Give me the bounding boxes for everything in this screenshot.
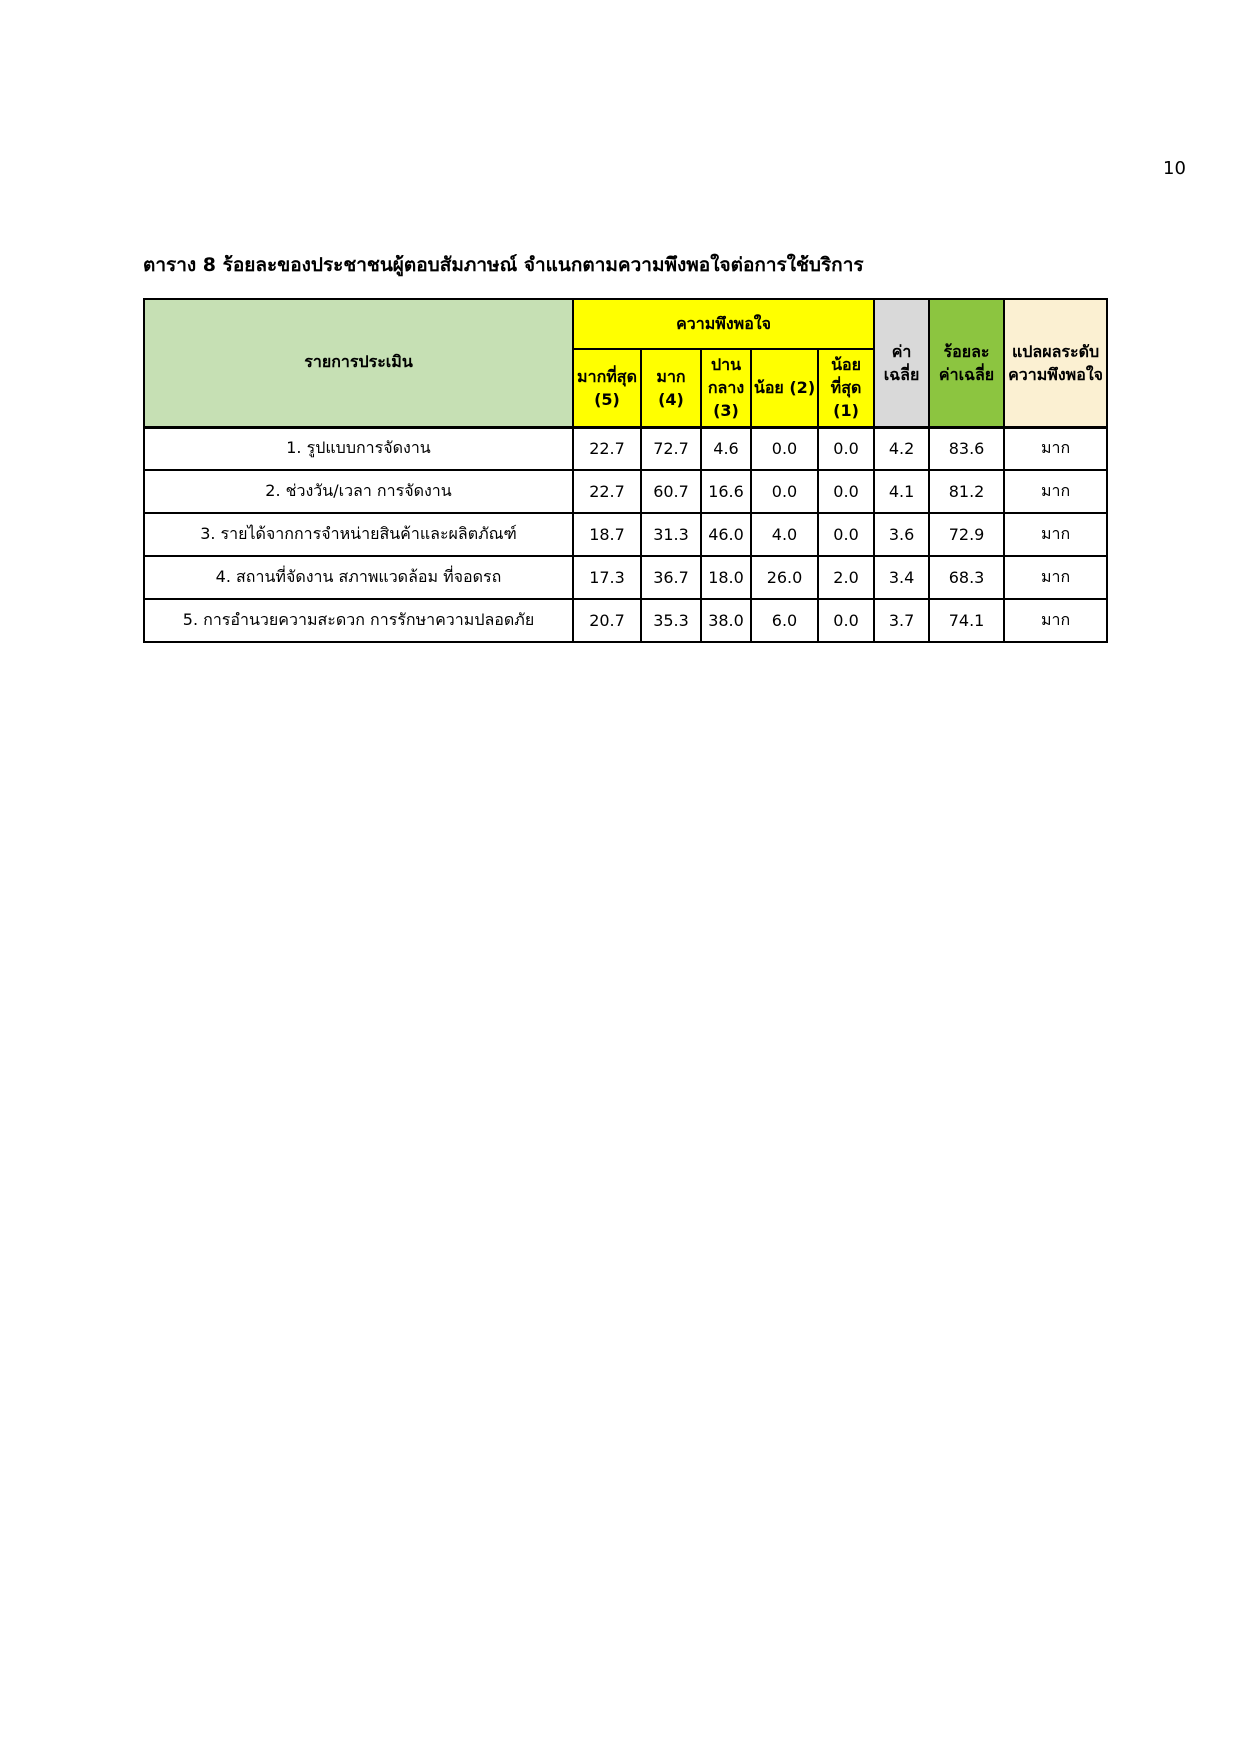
header-little-2: น้อย (2) xyxy=(750,348,819,429)
value-little: 0.0 xyxy=(750,426,819,471)
value-percent-average: 68.3 xyxy=(928,555,1006,600)
value-moderate: 38.0 xyxy=(700,598,752,643)
value-most: 22.7 xyxy=(572,426,642,471)
value-most: 22.7 xyxy=(572,469,642,514)
value-little: 0.0 xyxy=(750,469,819,514)
row-item-label: 1. รูปแบบการจัดงาน xyxy=(143,426,574,471)
value-percent-average: 74.1 xyxy=(928,598,1006,643)
value-average: 3.7 xyxy=(873,598,931,643)
header-interpretation: แปลผลระดับ ความพึงพอใจ xyxy=(1003,298,1109,429)
value-moderate: 16.6 xyxy=(700,469,752,514)
value-percent-average: 83.6 xyxy=(928,426,1006,471)
satisfaction-table: รายการประเมิน ความพึงพอใจ ค่าเฉลี่ย ร้อย… xyxy=(143,298,1109,643)
value-moderate: 46.0 xyxy=(700,512,752,557)
row-item-label: 2. ช่วงวัน/เวลา การจัดงาน xyxy=(143,469,574,514)
header-much-4: มาก (4) xyxy=(640,348,702,429)
row-item-label: 4. สถานที่จัดงาน สภาพแวดล้อม ที่จอดรถ xyxy=(143,555,574,600)
table-row: 4. สถานที่จัดงาน สภาพแวดล้อม ที่จอดรถ 17… xyxy=(143,555,1109,600)
row-item-label: 3. รายได้จากการจำหน่ายสินค้าและผลิตภัณฑ์ xyxy=(143,512,574,557)
table-caption: ตาราง 8 ร้อยละของประชาชนผู้ตอบสัมภาษณ์ จ… xyxy=(143,254,864,276)
table-row: 5. การอำนวยความสะดวก การรักษาความปลอดภัย… xyxy=(143,598,1109,643)
value-much: 36.7 xyxy=(640,555,702,600)
header-most-5: มากที่สุด (5) xyxy=(572,348,642,429)
header-average: ค่าเฉลี่ย xyxy=(873,298,931,429)
table-row: 1. รูปแบบการจัดงาน 22.7 72.7 4.6 0.0 0.0… xyxy=(143,426,1109,471)
value-least: 0.0 xyxy=(816,426,876,471)
value-little: 4.0 xyxy=(750,512,819,557)
value-least: 0.0 xyxy=(816,512,876,557)
value-much: 60.7 xyxy=(640,469,702,514)
header-evaluation-items: รายการประเมิน xyxy=(143,298,574,429)
value-interpretation: มาก xyxy=(1003,598,1109,643)
header-satisfaction-group: ความพึงพอใจ xyxy=(571,298,876,350)
value-average: 3.6 xyxy=(873,512,931,557)
row-item-label: 5. การอำนวยความสะดวก การรักษาความปลอดภัย xyxy=(143,598,574,643)
value-least: 0.0 xyxy=(816,598,876,643)
value-least: 0.0 xyxy=(816,469,876,514)
page-number: 10 xyxy=(1163,158,1186,179)
header-percent-average: ร้อยละ ค่าเฉลี่ย xyxy=(928,298,1006,429)
value-percent-average: 72.9 xyxy=(928,512,1006,557)
value-interpretation: มาก xyxy=(1003,512,1109,557)
value-percent-average: 81.2 xyxy=(928,469,1006,514)
header-moderate-3: ปาน กลาง (3) xyxy=(700,348,752,429)
value-moderate: 4.6 xyxy=(700,426,752,471)
value-much: 31.3 xyxy=(640,512,702,557)
header-least-1: น้อย ที่สุด (1) xyxy=(816,348,876,429)
value-little: 26.0 xyxy=(750,555,819,600)
value-moderate: 18.0 xyxy=(700,555,752,600)
value-interpretation: มาก xyxy=(1003,469,1109,514)
value-most: 20.7 xyxy=(572,598,642,643)
value-little: 6.0 xyxy=(750,598,819,643)
value-much: 72.7 xyxy=(640,426,702,471)
value-most: 18.7 xyxy=(572,512,642,557)
value-much: 35.3 xyxy=(640,598,702,643)
value-least: 2.0 xyxy=(816,555,876,600)
value-average: 4.2 xyxy=(873,426,931,471)
table-row: 2. ช่วงวัน/เวลา การจัดงาน 22.7 60.7 16.6… xyxy=(143,469,1109,514)
header-row-groups: รายการประเมิน ความพึงพอใจ ค่าเฉลี่ย ร้อย… xyxy=(143,298,1109,429)
value-interpretation: มาก xyxy=(1003,555,1109,600)
value-interpretation: มาก xyxy=(1003,426,1109,471)
value-average: 3.4 xyxy=(873,555,931,600)
header-row-scale: มากที่สุด (5) มาก (4) ปาน กลาง (3) น้อย … xyxy=(144,348,1107,429)
value-most: 17.3 xyxy=(572,555,642,600)
table-row: 3. รายได้จากการจำหน่ายสินค้าและผลิตภัณฑ์… xyxy=(143,512,1109,557)
value-average: 4.1 xyxy=(873,469,931,514)
